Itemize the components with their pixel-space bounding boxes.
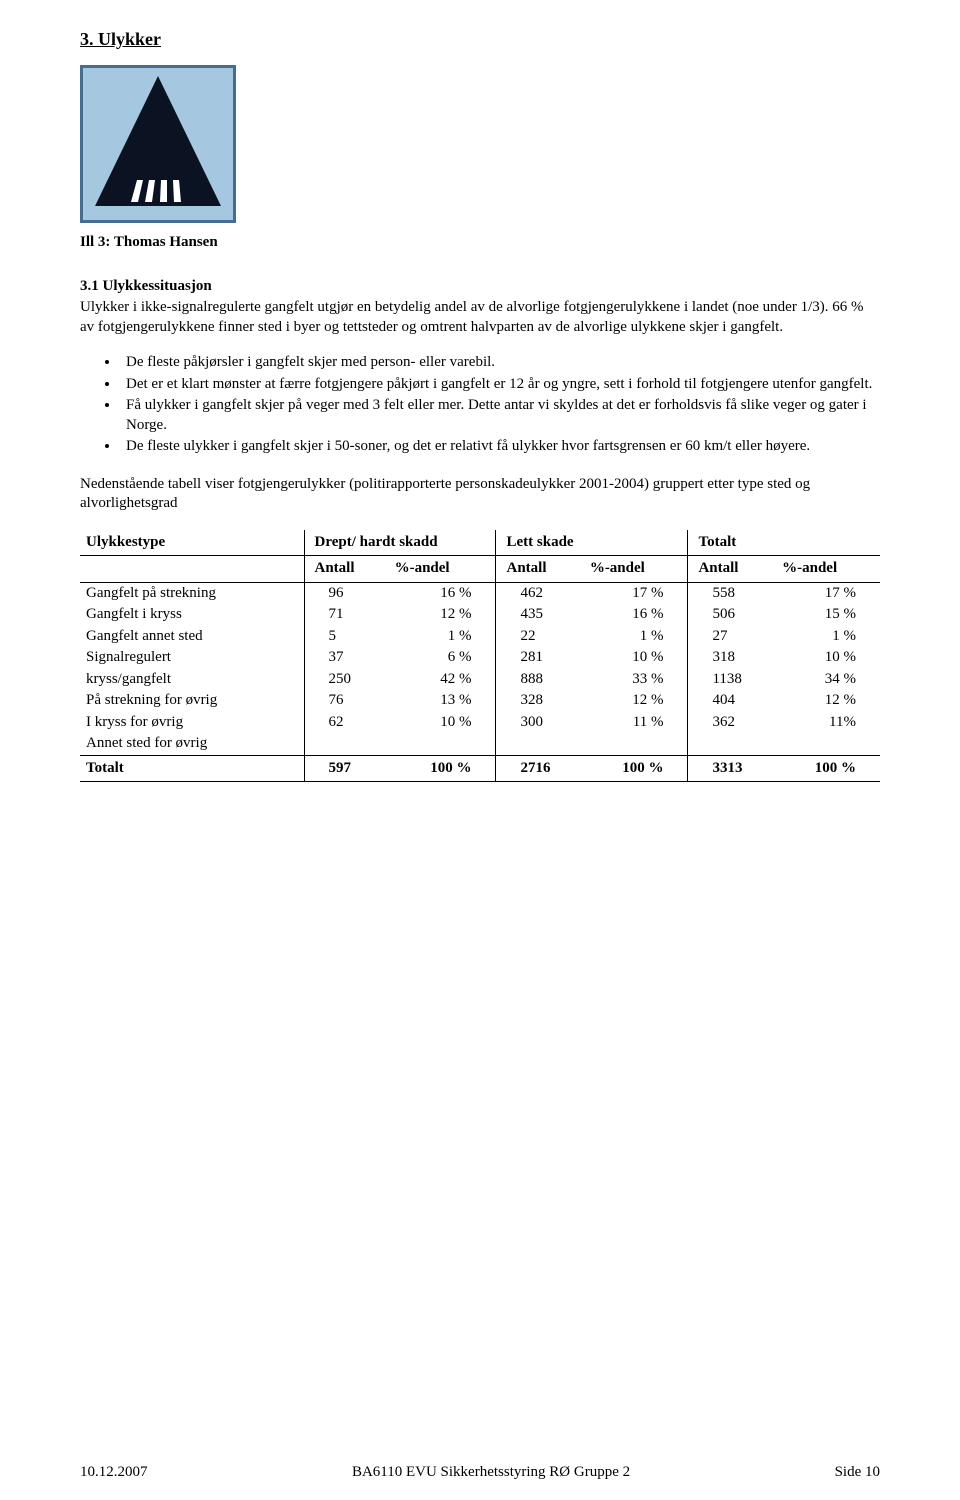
- col-subheader-pct: %-andel: [584, 556, 688, 583]
- subsection-heading: 3.1 Ulykkessituasjon: [80, 277, 880, 297]
- cell-count: 506: [688, 604, 776, 626]
- col-header-minor-injury: Lett skade: [496, 530, 688, 556]
- cell-pct: 11 %: [584, 712, 688, 734]
- cell-pct: 10 %: [776, 647, 880, 669]
- cell-pct: 1 %: [389, 626, 496, 648]
- page-footer: 10.12.2007 BA6110 EVU Sikkerhetsstyring …: [80, 1463, 880, 1483]
- table-row: Gangfelt på strekning9616 %46217 %55817 …: [80, 582, 880, 604]
- col-subheader-blank: [80, 556, 304, 583]
- footer-center: BA6110 EVU Sikkerhetsstyring RØ Gruppe 2: [352, 1463, 630, 1483]
- cell-pct: 10 %: [389, 712, 496, 734]
- row-label: Gangfelt annet sted: [80, 626, 304, 648]
- total-cell: 100 %: [389, 755, 496, 782]
- cell-count: 558: [688, 582, 776, 604]
- table-row: I kryss for øvrig6210 %30011 %36211%: [80, 712, 880, 734]
- col-header-total: Totalt: [688, 530, 880, 556]
- cell-pct: 12 %: [776, 690, 880, 712]
- col-header-type: Ulykkestype: [80, 530, 304, 556]
- table-row: kryss/gangfelt25042 %88833 %113834 %: [80, 669, 880, 691]
- total-cell: 2716: [496, 755, 584, 782]
- cell-count: 888: [496, 669, 584, 691]
- cell-pct: 11%: [776, 712, 880, 734]
- row-label: Gangfelt i kryss: [80, 604, 304, 626]
- cell-pct: [776, 733, 880, 755]
- row-label: Signalregulert: [80, 647, 304, 669]
- footer-date: 10.12.2007: [80, 1463, 148, 1483]
- total-cell: 597: [304, 755, 389, 782]
- list-item: Det er et klart mønster at færre fotgjen…: [120, 375, 880, 395]
- illustration-caption: Ill 3: Thomas Hansen: [80, 233, 880, 253]
- section-heading: 3. Ulykker: [80, 28, 880, 51]
- list-item: De fleste påkjørsler i gangfelt skjer me…: [120, 353, 880, 373]
- total-cell: 100 %: [776, 755, 880, 782]
- table-row: Annet sted for øvrig: [80, 733, 880, 755]
- cell-count: 362: [688, 712, 776, 734]
- cell-pct: 16 %: [584, 604, 688, 626]
- cell-count: 62: [304, 712, 389, 734]
- cell-count: [304, 733, 389, 755]
- cell-count: 27: [688, 626, 776, 648]
- intro-paragraph: Ulykker i ikke-signalregulerte gangfelt …: [80, 298, 880, 337]
- cell-pct: 10 %: [584, 647, 688, 669]
- table-total-row: Totalt 597 100 % 2716 100 % 3313 100 %: [80, 755, 880, 782]
- cell-pct: 34 %: [776, 669, 880, 691]
- total-label: Totalt: [80, 755, 304, 782]
- cell-count: 71: [304, 604, 389, 626]
- col-subheader-pct: %-andel: [776, 556, 880, 583]
- row-label: kryss/gangfelt: [80, 669, 304, 691]
- cell-pct: 1 %: [776, 626, 880, 648]
- cell-pct: 17 %: [584, 582, 688, 604]
- col-subheader-count: Antall: [496, 556, 584, 583]
- cell-count: 37: [304, 647, 389, 669]
- cell-count: 435: [496, 604, 584, 626]
- bullet-list: De fleste påkjørsler i gangfelt skjer me…: [80, 353, 880, 457]
- cell-count: 5: [304, 626, 389, 648]
- cell-count: 318: [688, 647, 776, 669]
- cell-pct: 15 %: [776, 604, 880, 626]
- accident-table: Ulykkestype Drept/ hardt skadd Lett skad…: [80, 530, 880, 783]
- table-intro-paragraph: Nedenstående tabell viser fotgjengerulyk…: [80, 475, 880, 514]
- list-item: De fleste ulykker i gangfelt skjer i 50-…: [120, 437, 880, 457]
- cell-count: 1138: [688, 669, 776, 691]
- cell-pct: [584, 733, 688, 755]
- row-label: På strekning for øvrig: [80, 690, 304, 712]
- cell-pct: 13 %: [389, 690, 496, 712]
- col-subheader-count: Antall: [688, 556, 776, 583]
- cell-pct: 12 %: [389, 604, 496, 626]
- cell-pct: 12 %: [584, 690, 688, 712]
- cell-count: 404: [688, 690, 776, 712]
- cell-count: [688, 733, 776, 755]
- cell-pct: 6 %: [389, 647, 496, 669]
- cell-count: 76: [304, 690, 389, 712]
- cell-count: [496, 733, 584, 755]
- cell-pct: 1 %: [584, 626, 688, 648]
- cell-pct: [389, 733, 496, 755]
- cell-count: 328: [496, 690, 584, 712]
- col-subheader-count: Antall: [304, 556, 389, 583]
- col-subheader-pct: %-andel: [389, 556, 496, 583]
- cell-count: 462: [496, 582, 584, 604]
- cell-count: 281: [496, 647, 584, 669]
- row-label: Gangfelt på strekning: [80, 582, 304, 604]
- cell-count: 300: [496, 712, 584, 734]
- cell-pct: 33 %: [584, 669, 688, 691]
- list-item: Få ulykker i gangfelt skjer på veger med…: [120, 396, 880, 435]
- table-row: Gangfelt annet sted51 %221 %271 %: [80, 626, 880, 648]
- cell-count: 250: [304, 669, 389, 691]
- table-row: Signalregulert376 %28110 %31810 %: [80, 647, 880, 669]
- row-label: Annet sted for øvrig: [80, 733, 304, 755]
- col-header-killed-injured: Drept/ hardt skadd: [304, 530, 496, 556]
- cell-pct: 16 %: [389, 582, 496, 604]
- total-cell: 100 %: [584, 755, 688, 782]
- warning-sign-illustration: [80, 65, 236, 223]
- footer-page: Side 10: [835, 1463, 880, 1483]
- cell-count: 22: [496, 626, 584, 648]
- cell-pct: 42 %: [389, 669, 496, 691]
- cell-pct: 17 %: [776, 582, 880, 604]
- cell-count: 96: [304, 582, 389, 604]
- table-row: Gangfelt i kryss7112 %43516 %50615 %: [80, 604, 880, 626]
- row-label: I kryss for øvrig: [80, 712, 304, 734]
- table-row: På strekning for øvrig7613 %32812 %40412…: [80, 690, 880, 712]
- total-cell: 3313: [688, 755, 776, 782]
